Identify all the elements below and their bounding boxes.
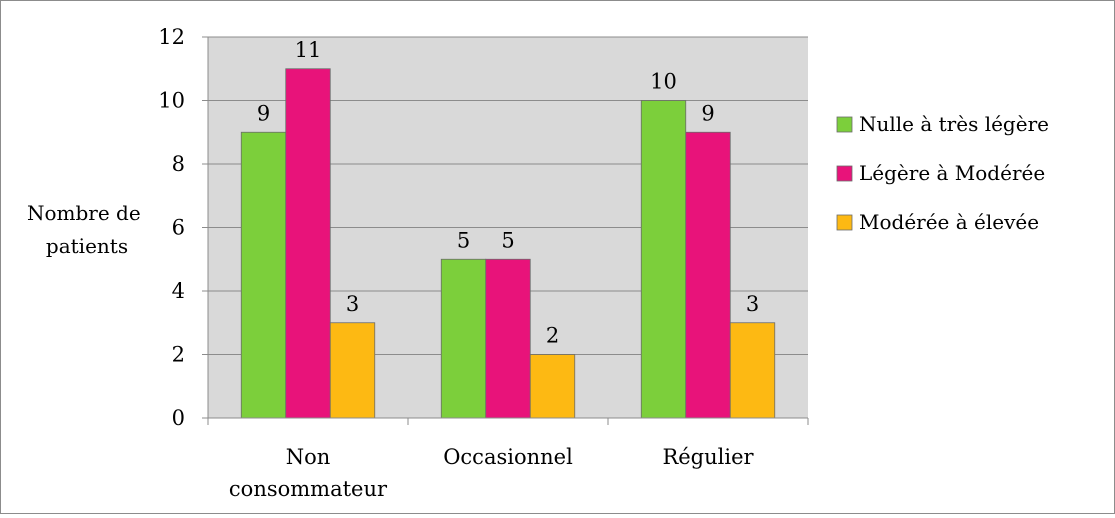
x-category-labels: Non consommateur Occasionnel Régulier: [229, 445, 755, 501]
data-labels: 9 11 3 5 5 2 10 9 3: [257, 38, 759, 348]
x-category-label-line: Non: [286, 445, 331, 469]
bars: [240, 68, 776, 419]
legend: Nulle à très légère Légère à Modérée Modér…: [836, 112, 1049, 234]
bar: [240, 131, 287, 419]
x-category-label-line: consommateur: [229, 477, 388, 501]
data-label: 5: [457, 228, 470, 252]
y-axis-title-line-2: patients: [46, 234, 128, 258]
y-tick-labels: 0 2 4 6 8 10 12: [158, 25, 185, 430]
data-label: 9: [701, 101, 714, 125]
y-tick-label: 10: [158, 89, 185, 113]
legend-label: Modérée à élevée: [859, 210, 1039, 234]
legend-swatch: [836, 165, 853, 182]
y-tick-label: 8: [172, 152, 185, 176]
bar: [640, 100, 687, 419]
x-category-label: Régulier: [662, 445, 754, 469]
data-label: 9: [257, 101, 270, 125]
y-tick-label: 4: [172, 279, 185, 303]
bar: [440, 258, 487, 419]
legend-label: Légère à Modérée: [859, 161, 1045, 185]
x-category-label: Occasionnel: [443, 445, 573, 469]
axes: [202, 36, 809, 425]
y-tick-label: 2: [172, 343, 185, 367]
data-label: 3: [746, 292, 759, 316]
bar: [685, 131, 731, 419]
data-label: 2: [546, 324, 559, 348]
x-category-label-line: Régulier: [662, 445, 754, 469]
data-label: 11: [295, 38, 322, 62]
y-tick-label: 6: [172, 216, 185, 240]
y-axis-title: Nombre de patients: [27, 201, 147, 258]
bar: [329, 322, 376, 419]
x-category-label: Non consommateur: [229, 445, 388, 501]
legend-label: Nulle à très légère: [859, 112, 1049, 136]
legend-swatch: [836, 116, 853, 133]
bar: [529, 354, 576, 419]
bar: [285, 68, 331, 419]
data-label: 5: [501, 228, 514, 252]
y-axis-title-line-1: Nombre de: [27, 201, 141, 225]
data-label: 3: [346, 292, 359, 316]
x-category-label-line: Occasionnel: [443, 445, 573, 469]
y-tick-label: 12: [158, 25, 185, 49]
legend-swatch: [836, 214, 853, 231]
data-label: 10: [650, 70, 677, 94]
y-tick-label: 0: [172, 406, 185, 430]
bar: [729, 322, 776, 419]
bar: [485, 258, 531, 419]
